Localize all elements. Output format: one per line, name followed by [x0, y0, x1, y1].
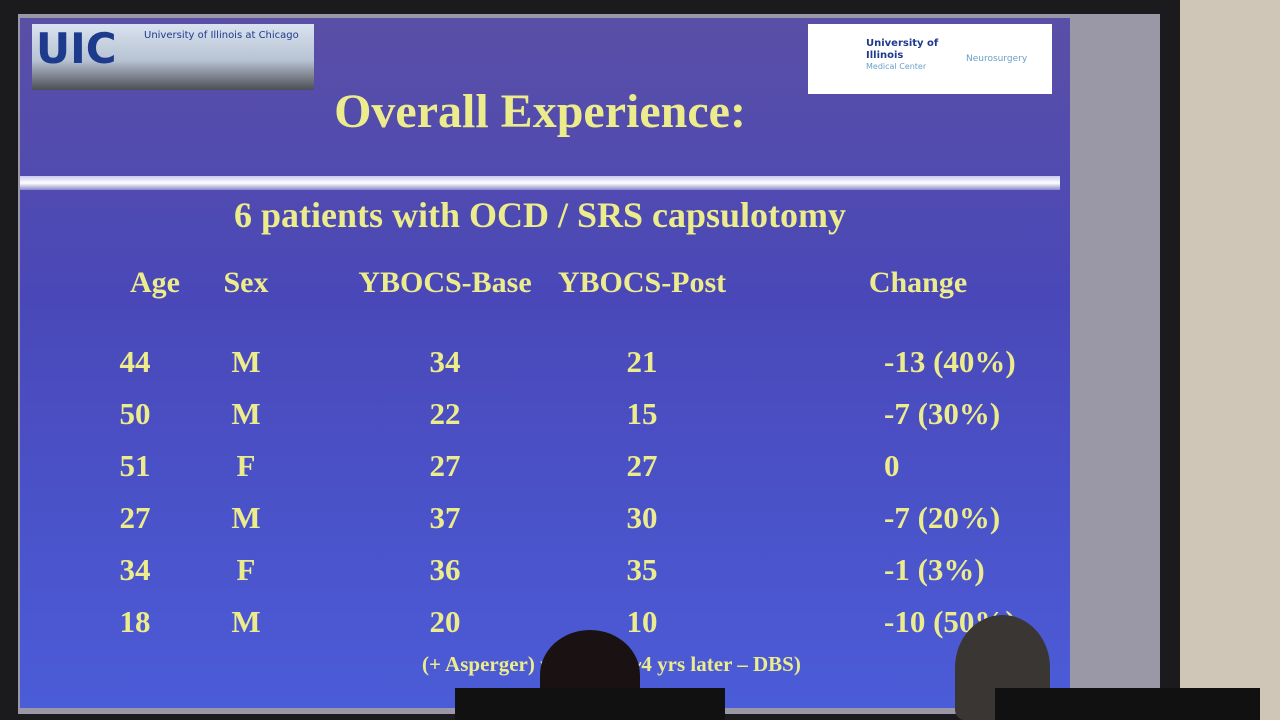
- table-cell: 27: [626, 448, 658, 483]
- table-cell: 44: [119, 344, 151, 379]
- table-cell: 34: [119, 552, 151, 587]
- table-cell: 0: [884, 448, 900, 483]
- table-cell: F: [236, 552, 256, 587]
- right-logo-line: Illinois: [866, 50, 904, 61]
- slide: UIC University of Illinois at Chicago Un…: [20, 18, 1070, 708]
- table-cell: -7 (30%): [884, 396, 1001, 431]
- table-cell: M: [231, 396, 261, 431]
- slide-title: Overall Experience:: [334, 85, 746, 138]
- table-cell: M: [231, 344, 261, 379]
- right-logo-line: Medical Center: [866, 62, 927, 71]
- table-cell: M: [231, 604, 261, 639]
- column-header: Change: [868, 266, 968, 299]
- table-cell: 35: [626, 552, 658, 587]
- monitor: [995, 688, 1260, 720]
- logo-subtitle: University of Illinois at Chicago: [144, 30, 299, 41]
- table-cell: 27: [429, 448, 461, 483]
- table-cell: 20: [429, 604, 461, 639]
- table-cell: 36: [429, 552, 461, 587]
- table-cell: 22: [429, 396, 461, 431]
- table-cell: 30: [626, 500, 658, 535]
- table-cell: -1 (3%): [884, 552, 985, 587]
- column-header: Age: [130, 266, 180, 299]
- table-cell: F: [236, 448, 256, 483]
- table-cell: 21: [626, 344, 658, 379]
- table-cell: 15: [626, 396, 658, 431]
- wall: [1170, 0, 1280, 720]
- slide-subtitle: 6 patients with OCD / SRS capsulotomy: [233, 195, 847, 235]
- right-logo-line: University of: [866, 38, 939, 49]
- table-cell: 50: [119, 396, 151, 431]
- right-logo: University of Illinois Medical Center Ne…: [808, 24, 1052, 94]
- table-cell: 37: [429, 500, 461, 535]
- column-header: YBOCS-Post: [557, 266, 727, 299]
- table-cell: -13 (40%): [884, 344, 1016, 379]
- table-cell: 10: [626, 604, 658, 639]
- column-header: YBOCS-Base: [358, 266, 532, 299]
- column-header: Sex: [223, 266, 269, 299]
- table-cell: M: [231, 500, 261, 535]
- table-cell: 34: [429, 344, 461, 379]
- title-band: [20, 176, 1060, 190]
- table-cell: 18: [119, 604, 151, 639]
- table-cell: -7 (20%): [884, 500, 1001, 535]
- uic-logo: UIC University of Illinois at Chicago: [32, 24, 314, 90]
- right-logo-dept: Neurosurgery: [966, 54, 1028, 64]
- monitor: [455, 688, 725, 720]
- table-cell: 51: [119, 448, 151, 483]
- table-cell: 27: [119, 500, 151, 535]
- logo-text: UIC: [36, 24, 117, 73]
